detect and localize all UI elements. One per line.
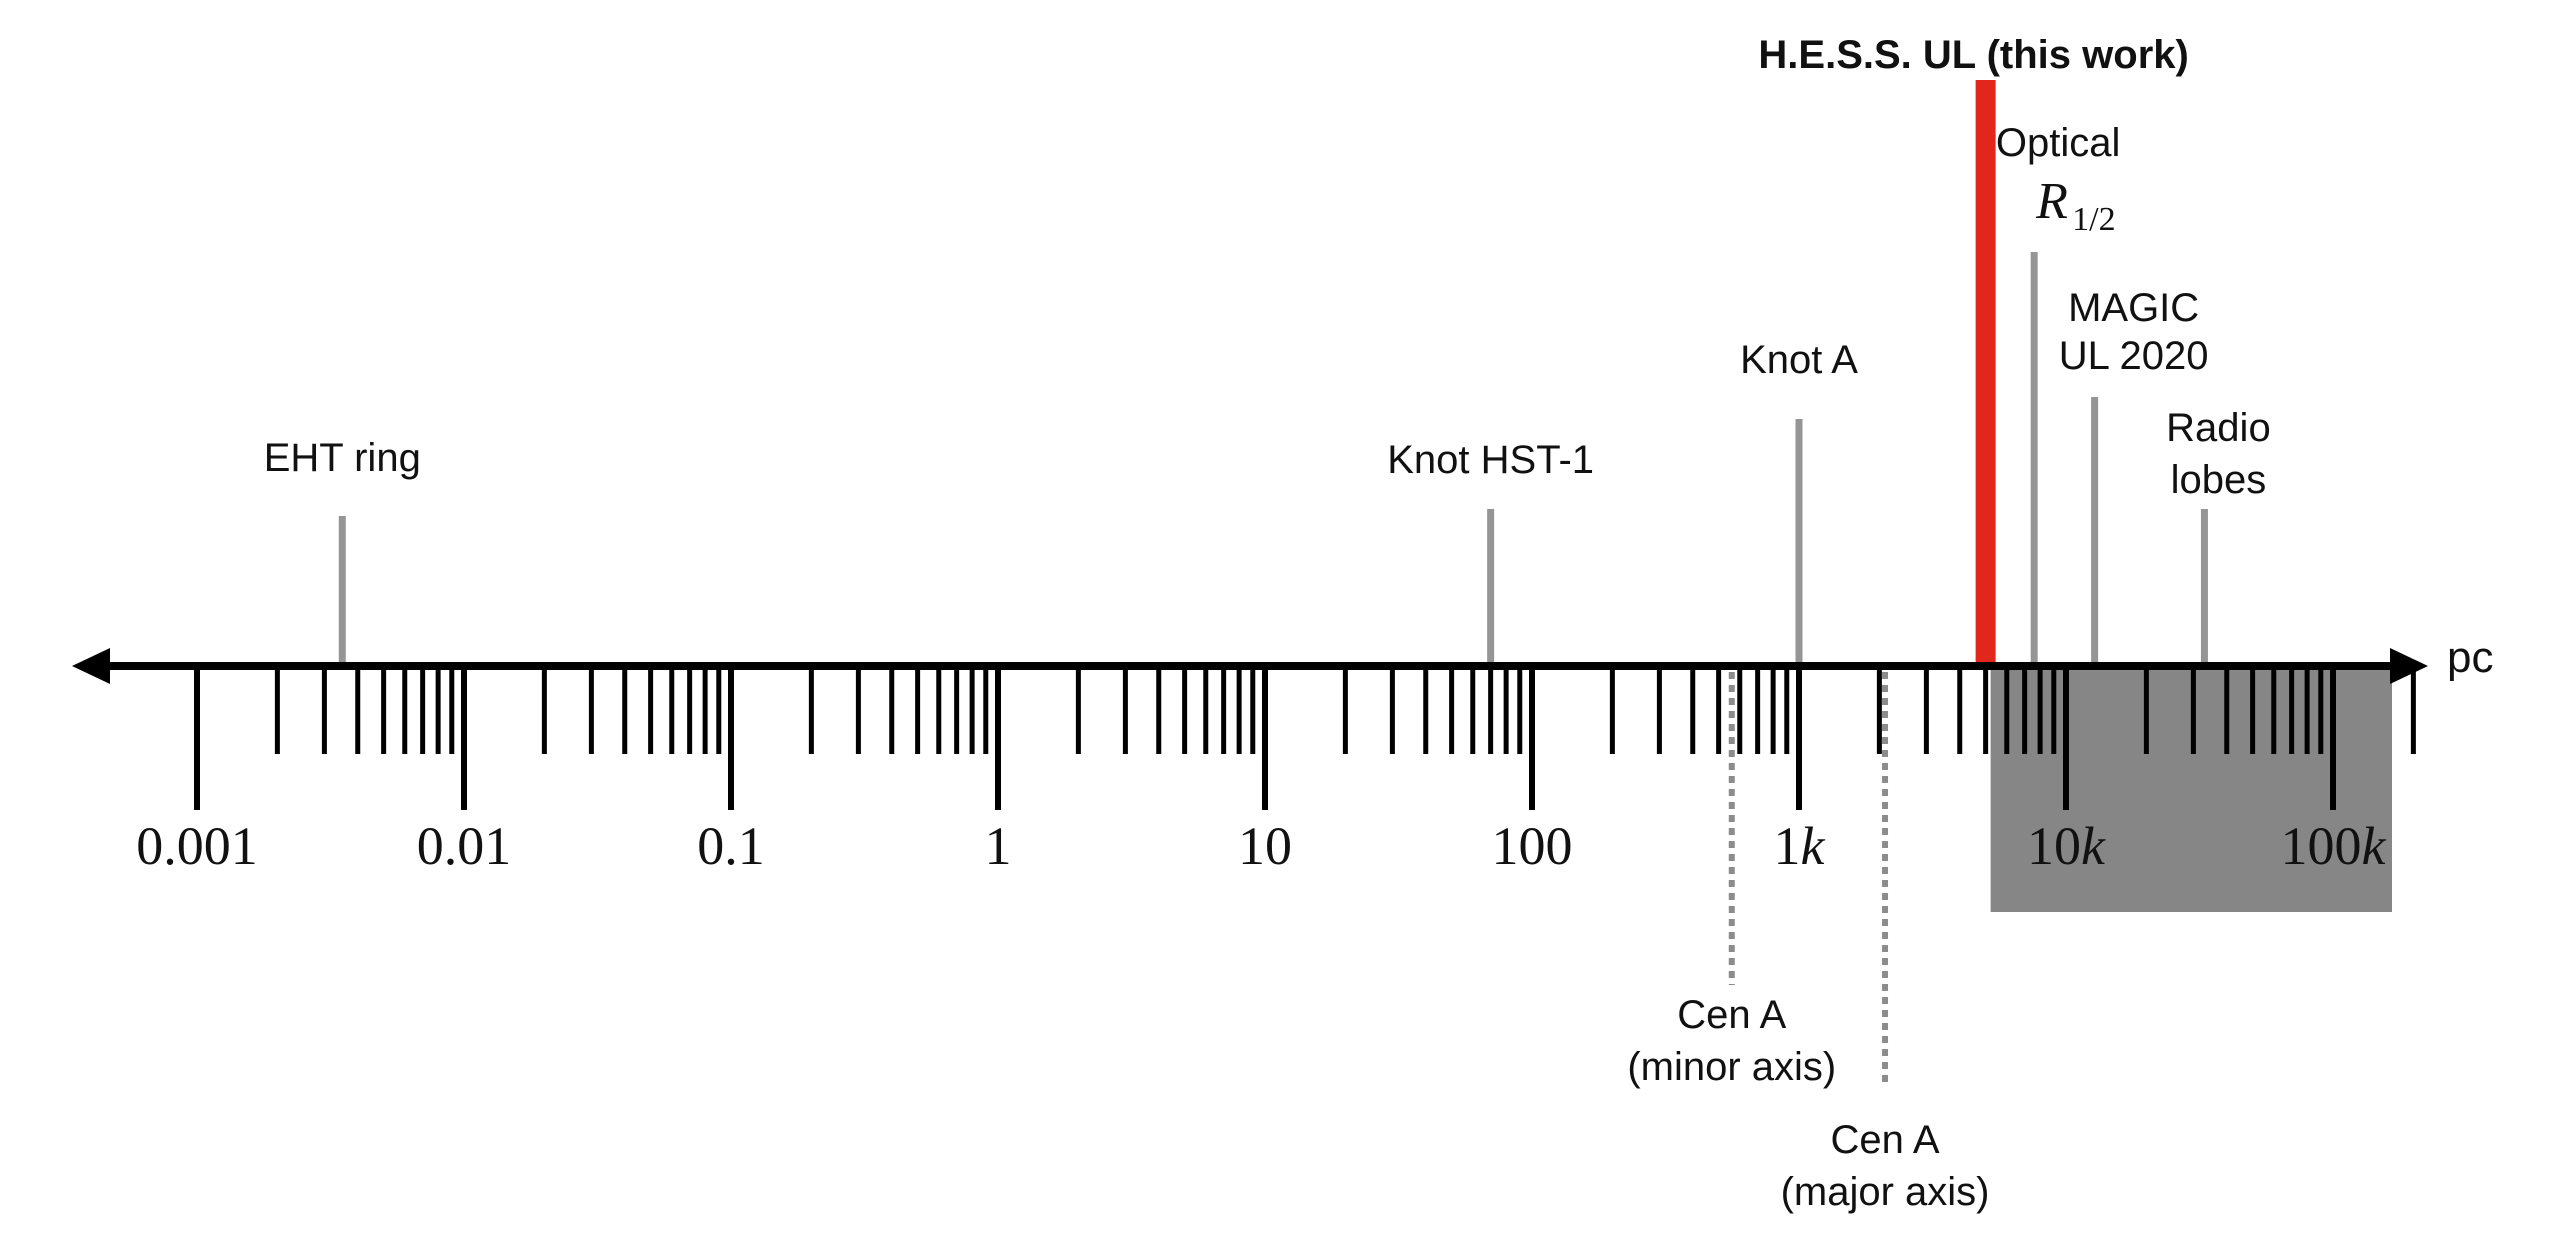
label-knot-a: Knot A	[1740, 338, 1858, 382]
label-cen-a-minor-1: (minor axis)	[1627, 1045, 1836, 1089]
optical-symbol: R	[2035, 173, 2068, 230]
label-magic-ul-1: UL 2020	[2059, 334, 2209, 378]
hess-ul-label: H.E.S.S. UL (this work)	[1758, 33, 2188, 77]
label-radio-lobes-1: lobes	[2171, 458, 2267, 502]
tick-label-10k: 10k	[2027, 816, 2106, 876]
axis-arrow-right	[2390, 648, 2428, 684]
label-eht-ring: EHT ring	[264, 436, 421, 480]
tick-label-0-01: 0.01	[417, 816, 512, 876]
label-cen-a-major: Cen A	[1831, 1118, 1940, 1162]
axis-unit-label: pc	[2447, 633, 2493, 682]
hess-ul-bar	[1975, 80, 1996, 666]
optical-symbol-subscript: 1/2	[2072, 201, 2115, 238]
label-cen-a-minor: Cen A	[1677, 993, 1786, 1037]
tick-label-1k: 1k	[1774, 816, 1826, 876]
tick-label-1: 1	[985, 816, 1012, 876]
label-cen-a-major-1: (major axis)	[1781, 1170, 1990, 1214]
label-optical: Optical	[1996, 121, 2121, 165]
label-radio-lobes: Radio	[2166, 406, 2271, 450]
tick-label-100: 100	[1492, 816, 1573, 876]
axis-arrow-left	[72, 648, 110, 684]
label-knot-hst1: Knot HST-1	[1387, 438, 1594, 482]
tick-label-0-001: 0.001	[136, 816, 258, 876]
tick-label-10: 10	[1238, 816, 1292, 876]
tick-label-0-1: 0.1	[697, 816, 765, 876]
label-magic-ul: MAGIC	[2068, 286, 2199, 330]
tick-label-100k: 100k	[2281, 816, 2387, 876]
